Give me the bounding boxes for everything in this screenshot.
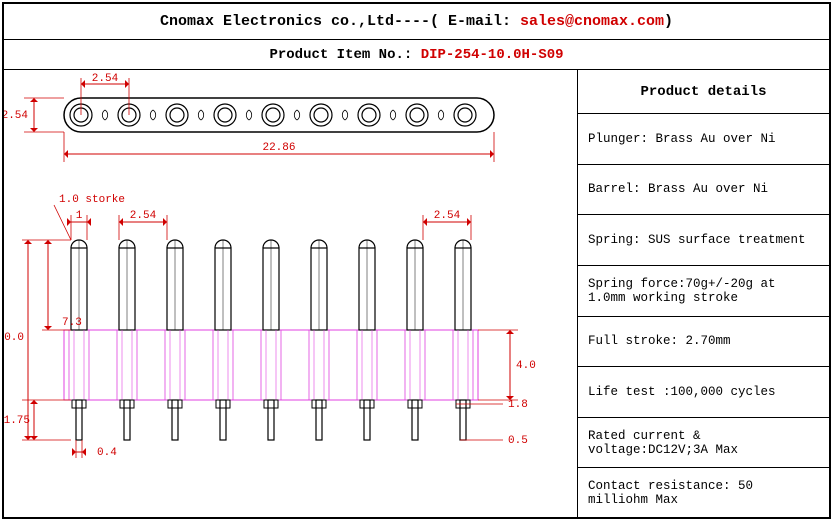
svg-text:4.0: 4.0 xyxy=(516,360,536,372)
svg-text:2.54: 2.54 xyxy=(434,210,461,222)
svg-text:2.54: 2.54 xyxy=(130,210,157,222)
item-number-row: Product Item No.: DIP-254-10.0H-S09 xyxy=(4,40,829,70)
svg-text:1.8: 1.8 xyxy=(508,399,528,411)
detail-life-test: Life test :100,000 cycles xyxy=(578,367,829,418)
svg-text:2.54: 2.54 xyxy=(4,110,28,122)
close-paren: ) xyxy=(664,13,673,30)
svg-text:1.75: 1.75 xyxy=(4,415,30,427)
item-label: Product Item No.: xyxy=(269,47,420,63)
svg-text:0.4: 0.4 xyxy=(97,447,117,459)
svg-text:1.0 storke: 1.0 storke xyxy=(59,194,125,206)
technical-drawing: 2.54 2.54 22.86 1.0 storke 1 2.54 2.54 10.0 7.3 1… xyxy=(4,70,578,518)
detail-barrel: Barrel: Brass Au over Ni xyxy=(578,165,829,216)
detail-spring-force: Spring force:70g+/-20g at 1.0mm working … xyxy=(578,266,829,317)
detail-full-stroke: Full stroke: 2.70mm xyxy=(578,317,829,368)
detail-plunger: Plunger: Brass Au over Ni xyxy=(578,114,829,165)
detail-rated: Rated current & voltage:DC12V;3A Max xyxy=(578,418,829,469)
svg-text:2.54: 2.54 xyxy=(92,73,119,85)
detail-spring: Spring: SUS surface treatment xyxy=(578,215,829,266)
details-title: Product details xyxy=(578,70,829,114)
company-header: Cnomax Electronics co.,Ltd----( E-mail: … xyxy=(4,4,829,40)
svg-text:1: 1 xyxy=(76,210,83,222)
svg-text:0.5: 0.5 xyxy=(508,435,528,447)
svg-text:7.3: 7.3 xyxy=(62,317,82,329)
part-number: DIP-254-10.0H-S09 xyxy=(421,47,564,63)
company-name: Cnomax Electronics co.,Ltd----( E-mail: xyxy=(160,13,520,30)
company-email: sales@cnomax.com xyxy=(520,13,664,30)
detail-contact-res: Contact resistance: 50 milliohm Max xyxy=(578,468,829,518)
svg-text:10.0: 10.0 xyxy=(4,332,24,344)
svg-text:22.86: 22.86 xyxy=(262,142,295,154)
product-details-panel: Product details Plunger: Brass Au over N… xyxy=(578,70,829,518)
